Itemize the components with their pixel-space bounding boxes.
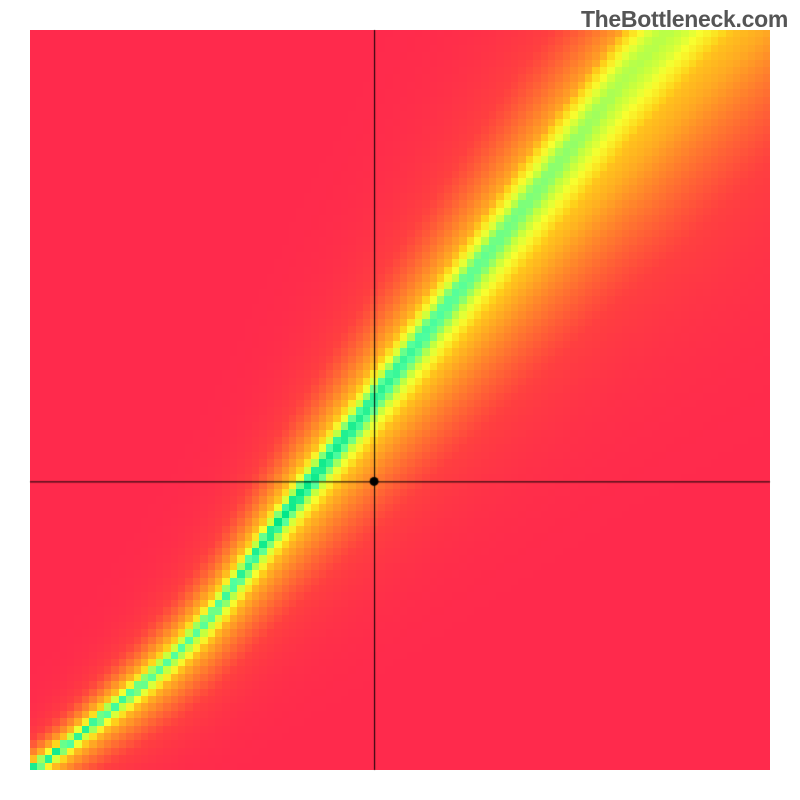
chart-container: TheBottleneck.com — [0, 0, 800, 800]
heatmap-canvas — [0, 0, 800, 800]
